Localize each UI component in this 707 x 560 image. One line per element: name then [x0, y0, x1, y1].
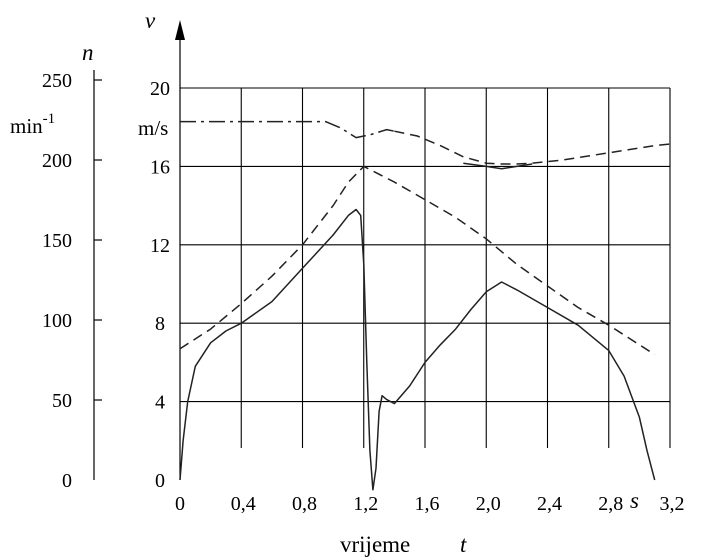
n-tick-label: 50	[52, 390, 72, 412]
data-series	[179, 120, 671, 491]
v-axis-arrow	[175, 20, 185, 40]
time-tick-label: 0,8	[292, 493, 317, 515]
series-line-2	[179, 165, 656, 356]
n-axis-ticks: 0 50 100 150 200 250	[42, 70, 102, 492]
n-tick-label: 0	[62, 470, 72, 492]
n-axis-unit-base: min	[10, 114, 43, 138]
time-axis-label: vrijeme	[340, 532, 410, 557]
n-axis-symbol: n	[82, 40, 94, 65]
series-line-4	[394, 130, 671, 165]
v-tick-label: 0	[155, 470, 165, 492]
time-tick-label: 0,4	[231, 493, 256, 515]
v-tick-label: 4	[155, 392, 165, 414]
time-tick-label: 2,8	[598, 493, 623, 515]
n-tick-label: 100	[42, 310, 72, 332]
v-tick-label: 20	[150, 78, 170, 100]
series-line-5	[463, 162, 533, 170]
v-axis-symbol: v	[145, 8, 156, 33]
n-axis-unit: min-1	[10, 111, 55, 138]
n-tick-label: 150	[42, 230, 72, 252]
v-tick-label: 12	[150, 235, 170, 257]
v-axis-unit: m/s	[138, 116, 168, 140]
time-unit: s	[630, 488, 639, 513]
time-tick-label: 2,4	[537, 493, 562, 515]
time-axis-symbol: t	[460, 532, 467, 557]
grid-lines: 0 4 8 12 16 20	[150, 78, 671, 492]
time-tick-label: 1,6	[415, 493, 440, 515]
v-tick-label: 16	[150, 156, 170, 178]
time-tick-label: 2,0	[476, 493, 501, 515]
series-line-1	[179, 208, 656, 491]
n-tick-label: 250	[42, 70, 72, 92]
time-tick-label: 3,2	[660, 493, 685, 515]
v-tick-label: 8	[155, 313, 165, 335]
time-tick-label: 0	[175, 493, 185, 515]
n-axis-unit-exponent: -1	[43, 111, 56, 127]
n-tick-label: 200	[42, 150, 72, 172]
time-tick-label: 1,2	[353, 493, 378, 515]
time-axis-ticks: 0 0,4 0,8 1,2 1,6 2,0 2,4 2,8 3,2	[175, 493, 685, 515]
series-line-3	[180, 120, 395, 139]
